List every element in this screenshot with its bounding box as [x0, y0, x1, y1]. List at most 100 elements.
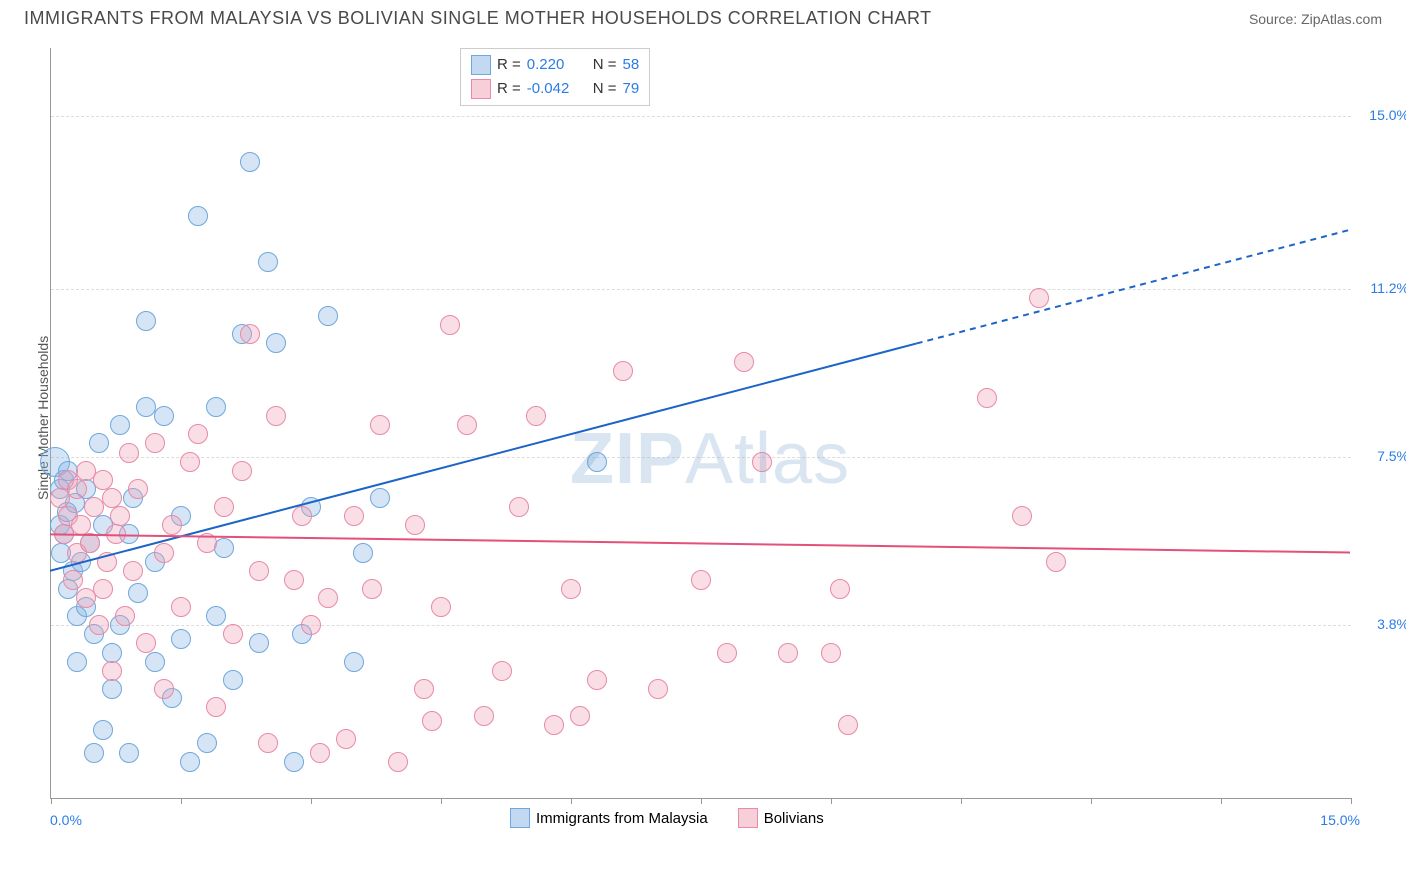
- data-point: [318, 588, 338, 608]
- data-point: [440, 315, 460, 335]
- data-point: [240, 152, 260, 172]
- data-point: [102, 643, 122, 663]
- data-point: [492, 661, 512, 681]
- x-tick: [1351, 798, 1352, 804]
- data-point: [734, 352, 754, 372]
- data-point: [119, 743, 139, 763]
- data-point: [110, 506, 130, 526]
- gridline: [51, 457, 1351, 458]
- x-tick: [311, 798, 312, 804]
- data-point: [613, 361, 633, 381]
- x-tick: [571, 798, 572, 804]
- legend-row: R =0.220N =58: [471, 53, 639, 77]
- source-label: Source: ZipAtlas.com: [1249, 11, 1382, 27]
- data-point: [258, 733, 278, 753]
- data-point: [284, 752, 304, 772]
- x-tick: [961, 798, 962, 804]
- n-label: N =: [593, 77, 617, 101]
- data-point: [1029, 288, 1049, 308]
- x-axis-max-label: 15.0%: [1320, 812, 1360, 828]
- data-point: [171, 597, 191, 617]
- data-point: [422, 711, 442, 731]
- data-point: [457, 415, 477, 435]
- data-point: [93, 470, 113, 490]
- data-point: [344, 506, 364, 526]
- data-point: [197, 533, 217, 553]
- data-point: [266, 333, 286, 353]
- data-point: [89, 615, 109, 635]
- data-point: [249, 561, 269, 581]
- gridline: [51, 116, 1351, 117]
- series-legend: Immigrants from MalaysiaBolivians: [510, 808, 824, 828]
- data-point: [102, 661, 122, 681]
- x-tick: [181, 798, 182, 804]
- data-point: [258, 252, 278, 272]
- header: IMMIGRANTS FROM MALAYSIA VS BOLIVIAN SIN…: [0, 0, 1406, 33]
- data-point: [266, 406, 286, 426]
- legend-label: Bolivians: [764, 810, 824, 827]
- n-value: 79: [623, 77, 640, 101]
- correlation-legend: R =0.220N =58R =-0.042N =79: [460, 48, 650, 106]
- data-point: [318, 306, 338, 326]
- data-point: [188, 424, 208, 444]
- data-point: [587, 670, 607, 690]
- data-point: [63, 570, 83, 590]
- data-point: [405, 515, 425, 535]
- gridline: [51, 625, 1351, 626]
- data-point: [353, 543, 373, 563]
- data-point: [214, 538, 234, 558]
- data-point: [80, 533, 100, 553]
- chart-area: 3.8%7.5%11.2%15.0% R =0.220N =58R =-0.04…: [50, 48, 1350, 798]
- data-point: [154, 406, 174, 426]
- data-point: [544, 715, 564, 735]
- data-point: [240, 324, 260, 344]
- data-point: [123, 561, 143, 581]
- n-value: 58: [623, 53, 640, 77]
- data-point: [249, 633, 269, 653]
- data-point: [526, 406, 546, 426]
- data-point: [1046, 552, 1066, 572]
- plot-region: 3.8%7.5%11.2%15.0%: [50, 48, 1351, 799]
- data-point: [97, 552, 117, 572]
- data-point: [310, 743, 330, 763]
- gridline: [51, 289, 1351, 290]
- data-point: [102, 488, 122, 508]
- data-point: [388, 752, 408, 772]
- data-point: [414, 679, 434, 699]
- data-point: [180, 452, 200, 472]
- data-point: [154, 679, 174, 699]
- r-label: R =: [497, 77, 521, 101]
- data-point: [67, 652, 87, 672]
- n-label: N =: [593, 53, 617, 77]
- y-tick-label: 11.2%: [1370, 280, 1406, 296]
- legend-swatch: [471, 55, 491, 75]
- x-axis-min-label: 0.0%: [50, 812, 82, 828]
- r-value: 0.220: [527, 53, 587, 77]
- data-point: [136, 633, 156, 653]
- data-point: [84, 743, 104, 763]
- data-point: [778, 643, 798, 663]
- data-point: [223, 624, 243, 644]
- legend-swatch: [510, 808, 530, 828]
- data-point: [336, 729, 356, 749]
- r-label: R =: [497, 53, 521, 77]
- data-point: [128, 583, 148, 603]
- data-point: [292, 506, 312, 526]
- x-tick: [1091, 798, 1092, 804]
- data-point: [431, 597, 451, 617]
- y-tick-label: 7.5%: [1377, 448, 1406, 464]
- data-point: [561, 579, 581, 599]
- data-point: [344, 652, 364, 672]
- data-point: [232, 461, 252, 481]
- data-point: [821, 643, 841, 663]
- legend-item: Bolivians: [738, 808, 824, 828]
- data-point: [171, 629, 191, 649]
- data-point: [110, 415, 130, 435]
- data-point: [977, 388, 997, 408]
- data-point: [370, 488, 390, 508]
- data-point: [162, 515, 182, 535]
- data-point: [67, 479, 87, 499]
- x-tick: [51, 798, 52, 804]
- chart-title: IMMIGRANTS FROM MALAYSIA VS BOLIVIAN SIN…: [24, 8, 932, 29]
- data-point: [474, 706, 494, 726]
